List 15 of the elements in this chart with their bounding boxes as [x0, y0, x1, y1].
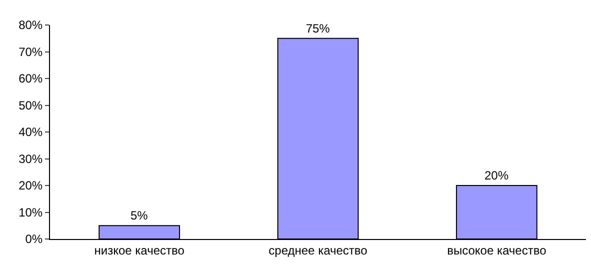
y-tick-label: 60%	[18, 72, 43, 86]
y-tick-label: 20%	[18, 178, 43, 193]
x-tick-label: низкое качество	[94, 243, 185, 258]
y-tick-label: 0%	[25, 232, 43, 246]
x-tick-label: высокое качество	[447, 243, 547, 258]
data-label: 20%	[484, 168, 509, 182]
y-tick-label: 40%	[18, 125, 43, 140]
data-label: 75%	[306, 21, 330, 36]
y-tick-label: 10%	[18, 205, 43, 220]
y-tick-label: 30%	[18, 152, 43, 166]
y-tick-label: 70%	[18, 44, 43, 59]
y-tick-label: 80%	[18, 18, 43, 32]
x-tick-label: среднее качество	[268, 243, 368, 258]
y-tick-label: 50%	[18, 98, 43, 112]
data-label: 5%	[130, 208, 148, 223]
